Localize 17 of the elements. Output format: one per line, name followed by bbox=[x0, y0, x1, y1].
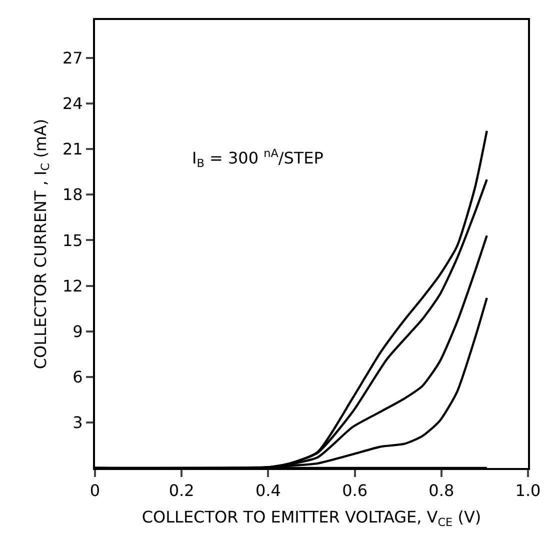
x-tick-label: 0.4 bbox=[255, 481, 281, 500]
x-tick-label: 1.0 bbox=[515, 481, 541, 500]
y-tick-label: 27 bbox=[62, 48, 83, 68]
y-tick-label: 24 bbox=[62, 94, 83, 114]
x-tick-label: 0.8 bbox=[428, 481, 454, 500]
x-tick-label: 0.6 bbox=[342, 481, 368, 500]
y-tick-label: 18 bbox=[62, 185, 83, 204]
y-tick-label: 6 bbox=[72, 367, 83, 386]
y-tick-label: 15 bbox=[62, 230, 83, 250]
y-tick-label: 21 bbox=[62, 140, 83, 159]
y-tick-label: 12 bbox=[62, 276, 83, 296]
x-tick-label: 0 bbox=[90, 481, 100, 500]
y-tick-label: 3 bbox=[72, 413, 83, 432]
annotation: I$_{B}$ = 300 $^{nA}$/STEP bbox=[192, 147, 324, 170]
y-tick-label: 9 bbox=[72, 322, 83, 341]
x-axis-title: COLLECTOR TO EMITTER VOLTAGE, V$_{CE}$ (V) bbox=[142, 507, 482, 529]
x-tick-label: 0.2 bbox=[168, 481, 194, 500]
